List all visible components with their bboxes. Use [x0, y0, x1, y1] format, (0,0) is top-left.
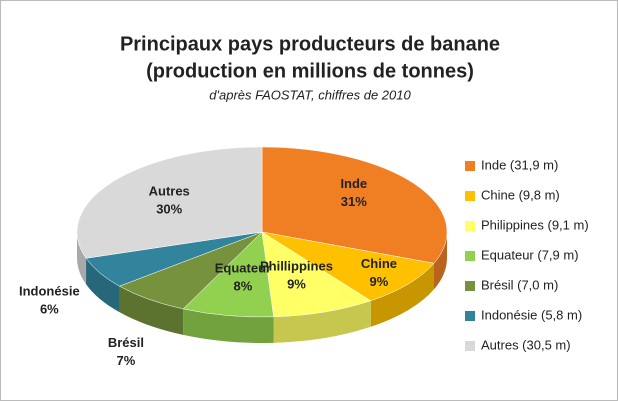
- legend-label: Indonésie (5,8 m): [481, 307, 582, 322]
- slice-label: Brésil: [108, 335, 144, 350]
- legend-label: Autres (30,5 m): [481, 337, 571, 352]
- slice-side: [86, 258, 120, 313]
- chart-title: Principaux pays producteurs de banane: [120, 33, 500, 55]
- slice-value: 8%: [234, 278, 253, 293]
- slice-label: Indonésie: [19, 284, 80, 299]
- legend-swatch: [465, 341, 475, 351]
- slice-side: [273, 300, 371, 343]
- legend-label: Brésil (7,0 m): [481, 277, 558, 292]
- slice-side: [183, 308, 274, 344]
- legend-swatch: [465, 161, 475, 171]
- legend-swatch: [465, 221, 475, 231]
- slice-value: 30%: [156, 201, 182, 216]
- slice-value: 6%: [40, 302, 59, 317]
- pie-slice: [261, 231, 435, 302]
- pie-slice: [261, 231, 372, 318]
- pie-slice: [76, 146, 263, 259]
- slice-side: [119, 286, 184, 335]
- legend-label: Chine (9,8 m): [481, 187, 560, 202]
- legend-label: Philippines (9,1 m): [481, 217, 589, 232]
- pie-slice: [182, 231, 274, 318]
- legend-swatch: [465, 191, 475, 201]
- slice-side: [77, 232, 87, 285]
- slice-label: Autres: [149, 183, 190, 198]
- legend-label: Equateur (7,9 m): [481, 247, 579, 262]
- slice-label: Phillippines: [260, 258, 333, 273]
- legend-swatch: [465, 311, 475, 321]
- legend-swatch: [465, 281, 475, 291]
- legend-label: Inde (31,9 m): [481, 157, 558, 172]
- chart-title: (production en millions de tonnes): [146, 60, 474, 82]
- slice-value: 7%: [117, 353, 136, 368]
- legend-swatch: [465, 251, 475, 261]
- slice-value: 31%: [341, 194, 367, 209]
- pie-slice: [261, 146, 448, 264]
- slice-side: [434, 232, 447, 290]
- chart-subtitle: d'après FAOSTAT, chiffres de 2010: [209, 87, 411, 102]
- slice-side: [370, 263, 435, 327]
- slice-label: Chine: [361, 256, 397, 271]
- slice-label: Equateur: [215, 260, 271, 275]
- slice-value: 9%: [370, 274, 389, 289]
- slice-value: 9%: [287, 276, 306, 291]
- slice-label: Inde: [340, 176, 367, 191]
